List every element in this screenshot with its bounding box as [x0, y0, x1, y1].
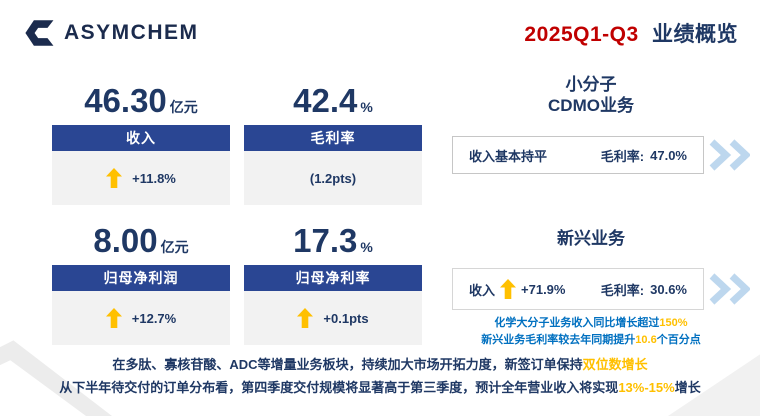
metric-unit: % — [360, 99, 373, 115]
metric-change: +12.7% — [52, 291, 230, 345]
metric-card-gross-margin: 42.4 % 毛利率 (1.2pts) — [244, 82, 422, 205]
section-title-line2: CDMO业务 — [548, 96, 634, 115]
footer-text: 增长 — [674, 380, 701, 395]
footer-line-1: 在多肽、寡核苷酸、ADC等增量业务板块，持续加大市场开拓力度，新签订单保持双位数… — [14, 353, 746, 376]
metric-label-bar: 毛利率 — [244, 125, 422, 151]
logo-text: ASYMCHEM — [64, 21, 199, 44]
up-arrow-icon — [105, 308, 122, 328]
metric-unit: 亿元 — [169, 99, 198, 115]
double-chevron-right-icon — [709, 139, 750, 171]
footer-summary: 在多肽、寡核苷酸、ADC等增量业务板块，持续加大市场开拓力度，新签订单保持双位数… — [0, 353, 760, 399]
small-molecule-section-title: 小分子 CDMO业务 — [440, 74, 742, 116]
margin-value: 47.0% — [650, 147, 687, 163]
page-title: 2025Q1-Q3 业绩概览 — [524, 18, 738, 48]
metric-value: 8.00 亿元 — [52, 222, 230, 260]
metric-change-text: (1.2pts) — [309, 170, 357, 186]
footer-text: 在多肽、寡核苷酸、ADC等增量业务板块，持续加大市场开拓力度，新签订单保持 — [112, 357, 583, 372]
metric-change: +11.8% — [52, 151, 230, 205]
asymchem-logo-icon — [25, 20, 54, 46]
emerging-note-1: 化学大分子业务收入同比增长超过150% — [438, 315, 744, 332]
metric-label-bar: 收入 — [52, 125, 230, 151]
title-text: 业绩概览 — [652, 23, 738, 46]
small-molecule-summary-box: 收入基本持平 毛利率: 47.0% — [452, 136, 704, 174]
metric-unit: % — [360, 239, 373, 255]
up-arrow-icon — [500, 279, 517, 299]
section-title-line1: 小分子 — [565, 75, 617, 94]
note-highlight: 150% — [659, 317, 688, 329]
metric-change: (1.2pts) — [244, 151, 422, 205]
note-text: 个百分点 — [656, 334, 701, 346]
emerging-revenue: 收入 +71.9% — [469, 279, 565, 299]
title-period: 2025Q1-Q3 — [524, 23, 639, 46]
metric-value: 17.3 % — [244, 222, 422, 260]
metric-label-bar: 归母净利率 — [244, 265, 422, 291]
metric-number: 8.00 — [93, 222, 158, 259]
emerging-note-2: 新兴业务毛利率较去年同期提升10.6个百分点 — [438, 332, 744, 349]
footer-line-2: 从下半年待交付的订单分布看，第四季度交付规模将显著高于第三季度，预计全年营业收入… — [14, 376, 746, 399]
note-highlight: 10.6 — [635, 334, 657, 346]
section-title-line1: 新兴业务 — [557, 229, 625, 248]
footer-highlight: 双位数增长 — [582, 357, 648, 372]
up-arrow-icon — [106, 168, 123, 188]
metric-change-text: +0.1pts — [323, 310, 369, 326]
small-molecule-revenue-text: 收入基本持平 — [469, 148, 548, 164]
note-text: 新兴业务毛利率较去年同期提升 — [481, 334, 636, 346]
revenue-change: +71.9% — [521, 281, 566, 297]
emerging-section-title: 新兴业务 — [440, 228, 742, 249]
metric-card-net-margin: 17.3 % 归母净利率 +0.1pts — [244, 222, 422, 345]
metric-card-revenue: 46.30 亿元 收入 +11.8% — [52, 82, 230, 205]
footer-highlight: 13%-15% — [618, 380, 675, 395]
header: ASYMCHEM 2025Q1-Q3 业绩概览 — [0, 0, 760, 66]
metric-value: 46.30 亿元 — [52, 82, 230, 120]
up-arrow-icon — [297, 308, 314, 328]
metric-number: 42.4 — [293, 82, 358, 119]
revenue-label: 收入 — [469, 282, 496, 298]
note-text: 化学大分子业务收入同比增长超过 — [494, 317, 660, 329]
metric-value: 42.4 % — [244, 82, 422, 120]
metric-number: 46.30 — [84, 82, 167, 119]
margin-value: 30.6% — [650, 281, 687, 297]
metric-number: 17.3 — [293, 222, 358, 259]
double-chevron-right-icon — [709, 273, 750, 305]
footer-text: 从下半年待交付的订单分布看，第四季度交付规模将显著高于第三季度，预计全年营业收入… — [59, 380, 619, 395]
emerging-summary-box: 收入 +71.9% 毛利率: 30.6% — [452, 268, 704, 310]
emerging-margin: 毛利率: 30.6% — [601, 280, 687, 299]
metric-change-text: +12.7% — [131, 310, 177, 326]
asymchem-logo: ASYMCHEM — [22, 16, 199, 50]
metric-change-text: +11.8% — [132, 170, 176, 186]
metric-change: +0.1pts — [244, 291, 422, 345]
margin-label: 毛利率: — [600, 148, 645, 164]
emerging-notes: 化学大分子业务收入同比增长超过150% 新兴业务毛利率较去年同期提升10.6个百… — [438, 315, 744, 349]
metric-label-bar: 归母净利润 — [52, 265, 230, 291]
metric-unit: 亿元 — [160, 239, 189, 255]
margin-label: 毛利率: — [600, 282, 645, 298]
small-molecule-margin: 毛利率: 47.0% — [601, 146, 687, 165]
metric-card-net-profit: 8.00 亿元 归母净利润 +12.7% — [52, 222, 230, 345]
